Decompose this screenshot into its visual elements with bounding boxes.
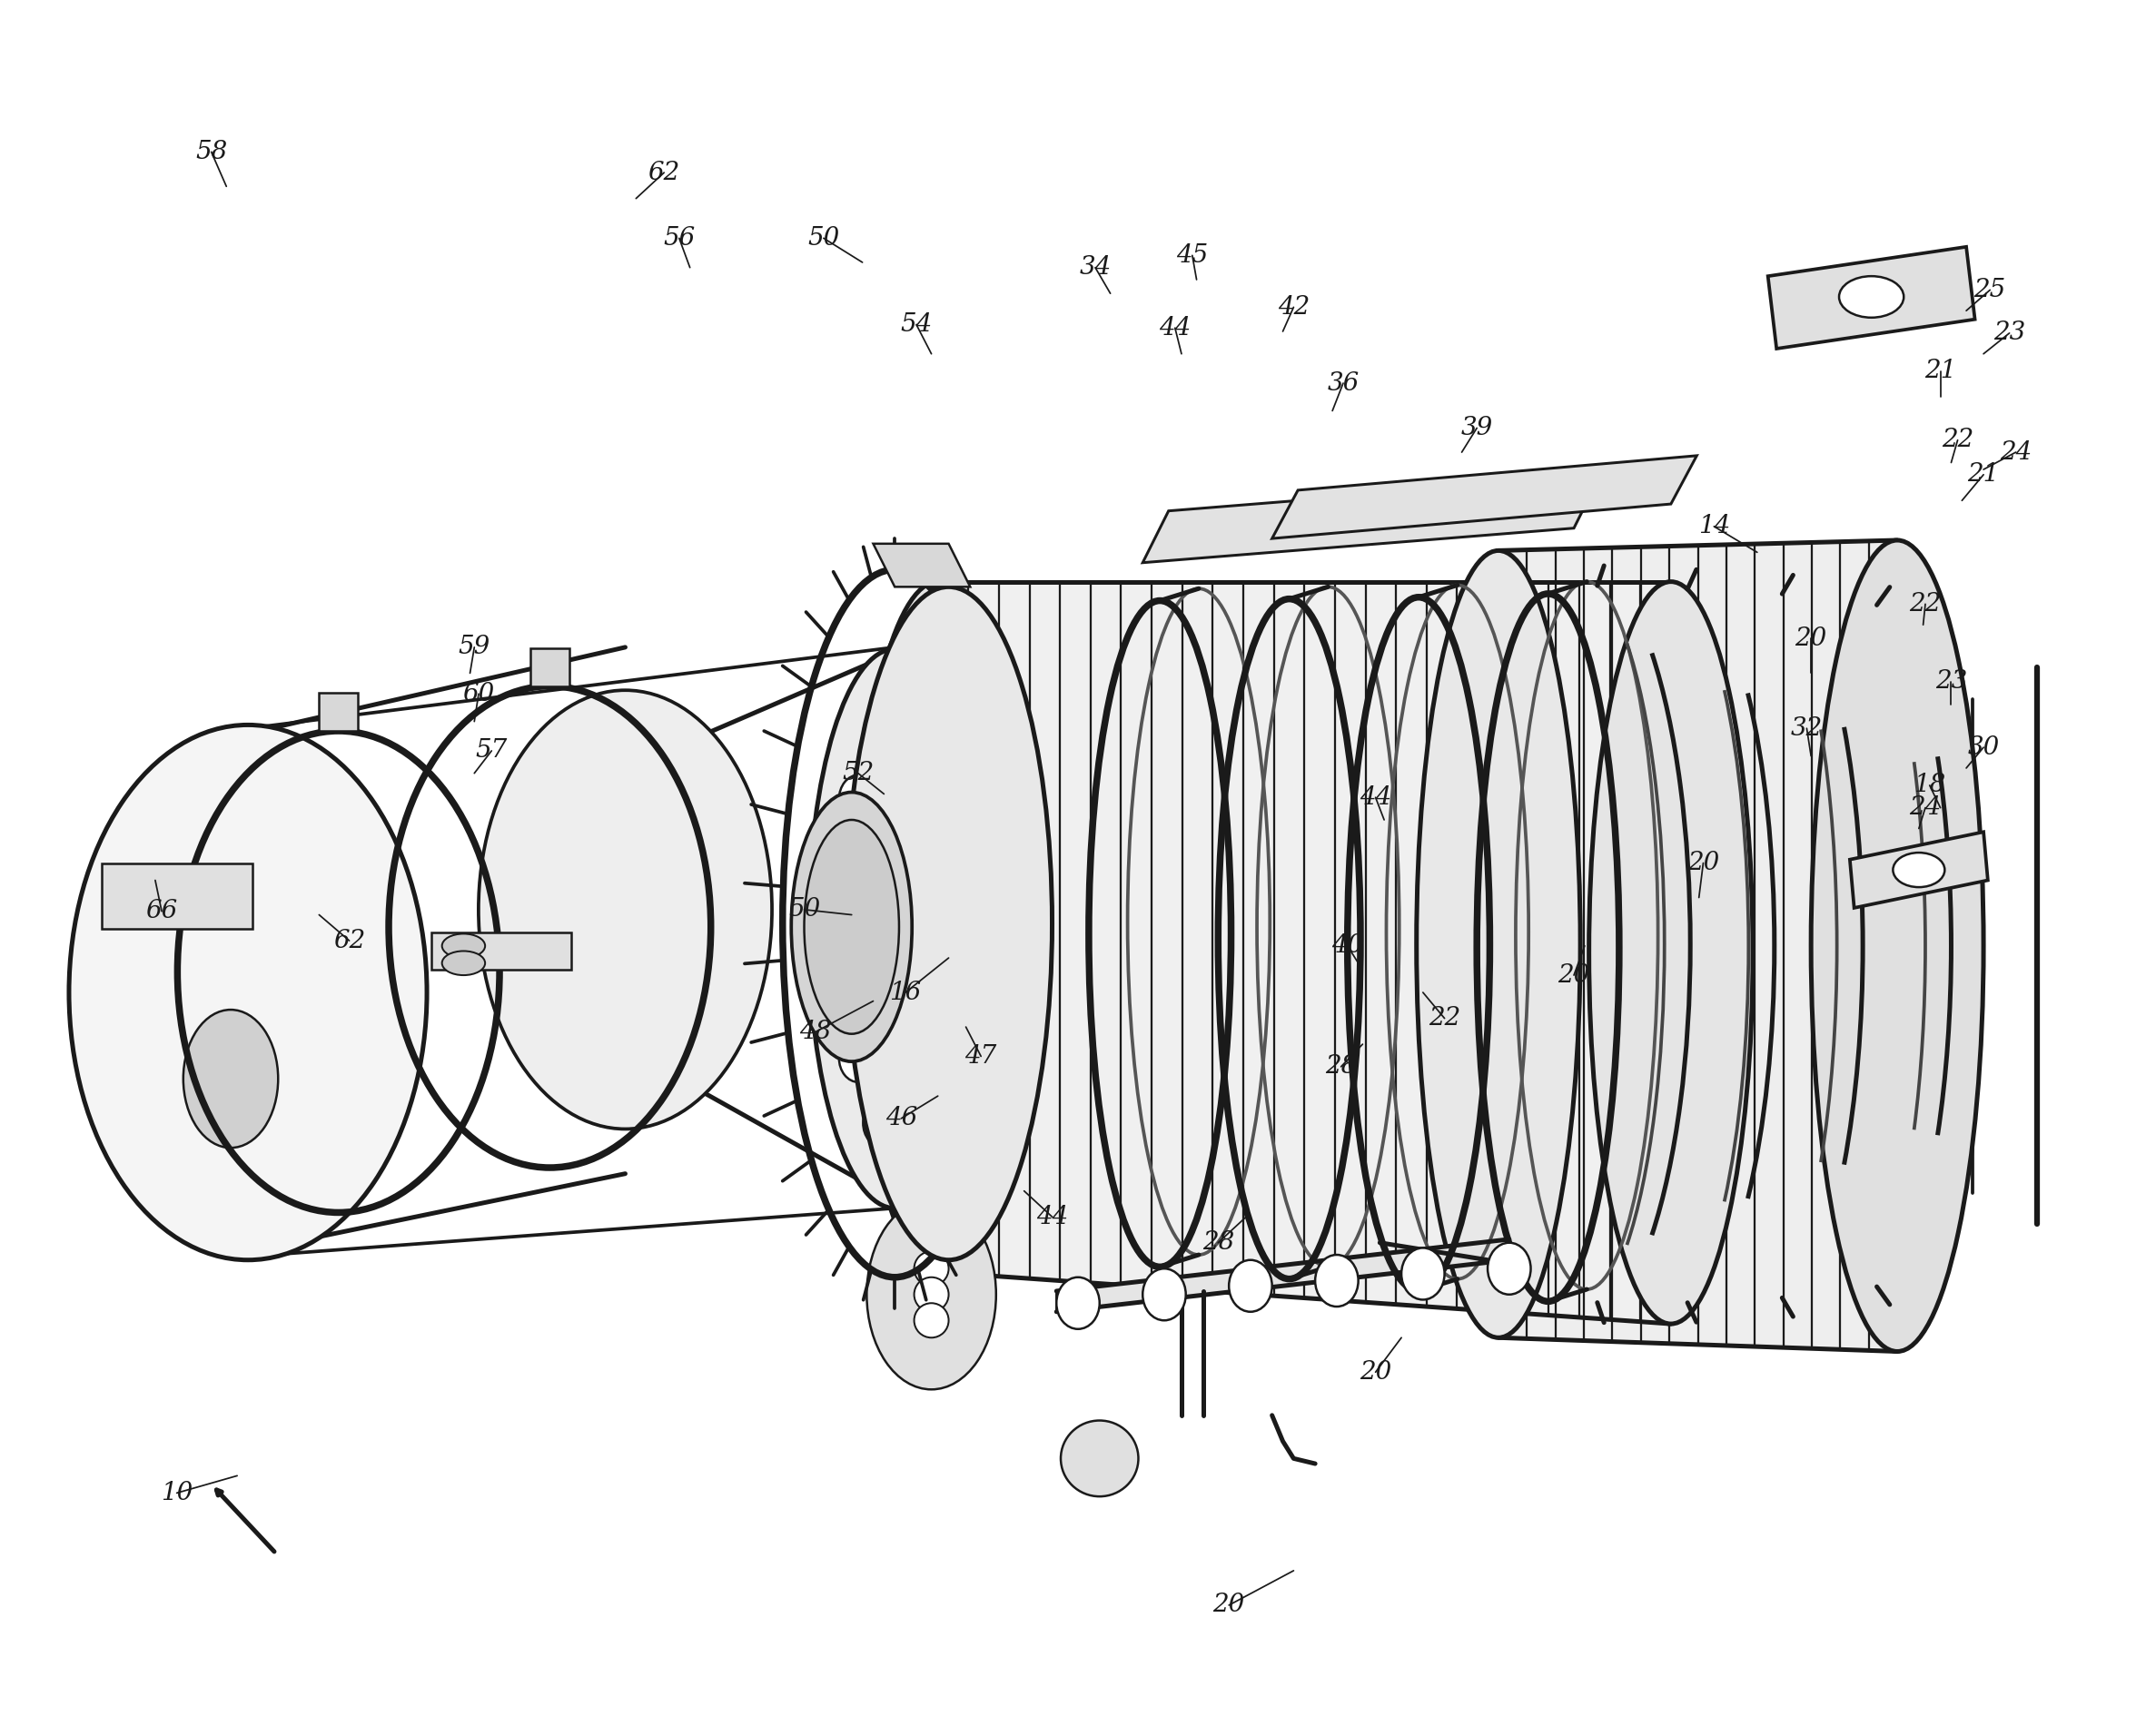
Text: 25: 25	[1975, 278, 2005, 302]
Ellipse shape	[1401, 1248, 1445, 1300]
Text: 22: 22	[1429, 1006, 1460, 1030]
Ellipse shape	[442, 951, 485, 975]
Text: 60: 60	[464, 682, 494, 706]
Text: 23: 23	[1994, 321, 2024, 345]
Text: 44: 44	[1037, 1205, 1067, 1229]
Text: 20: 20	[1559, 963, 1589, 987]
Ellipse shape	[1416, 551, 1580, 1338]
Text: 21: 21	[1925, 359, 1955, 383]
Text: 47: 47	[966, 1044, 996, 1068]
Ellipse shape	[69, 725, 427, 1260]
Ellipse shape	[828, 922, 867, 970]
Text: 45: 45	[1177, 243, 1207, 268]
Text: 34: 34	[1080, 255, 1110, 280]
Text: 66: 66	[147, 899, 177, 923]
Text: 50: 50	[808, 226, 839, 250]
Polygon shape	[938, 582, 1671, 1324]
Polygon shape	[101, 863, 252, 929]
Ellipse shape	[914, 1303, 949, 1338]
Text: 21: 21	[1968, 463, 1999, 487]
Text: 20: 20	[1214, 1593, 1244, 1617]
Ellipse shape	[479, 690, 772, 1129]
Text: 44: 44	[1360, 785, 1391, 809]
Text: 14: 14	[1699, 514, 1729, 539]
Ellipse shape	[1229, 1260, 1272, 1312]
Text: 57: 57	[476, 739, 507, 763]
Ellipse shape	[804, 820, 899, 1034]
Polygon shape	[1272, 456, 1697, 539]
Text: 32: 32	[1792, 716, 1822, 740]
Ellipse shape	[1839, 276, 1904, 318]
Ellipse shape	[914, 789, 953, 837]
Text: 48: 48	[800, 1020, 830, 1044]
Text: 56: 56	[664, 226, 694, 250]
Polygon shape	[319, 692, 358, 732]
Ellipse shape	[1811, 540, 1984, 1351]
Ellipse shape	[862, 709, 901, 758]
Text: 20: 20	[1360, 1360, 1391, 1384]
Text: 50: 50	[789, 898, 819, 922]
Polygon shape	[1143, 476, 1600, 563]
Ellipse shape	[183, 1010, 278, 1148]
Text: 40: 40	[1332, 934, 1363, 958]
Text: 20: 20	[1796, 627, 1826, 651]
Ellipse shape	[845, 587, 1052, 1260]
Ellipse shape	[1056, 1277, 1100, 1329]
Text: 54: 54	[901, 312, 931, 337]
Ellipse shape	[1589, 582, 1753, 1324]
Ellipse shape	[893, 1094, 931, 1143]
Text: 30: 30	[1968, 735, 1999, 759]
Text: 23: 23	[1936, 670, 1966, 694]
Ellipse shape	[1061, 1420, 1138, 1496]
Ellipse shape	[1488, 1243, 1531, 1294]
Ellipse shape	[1315, 1255, 1358, 1307]
Ellipse shape	[839, 1034, 877, 1082]
Ellipse shape	[1893, 853, 1945, 887]
Polygon shape	[1056, 1239, 1509, 1312]
Ellipse shape	[923, 904, 962, 953]
Text: 28: 28	[1203, 1231, 1233, 1255]
Ellipse shape	[914, 1251, 949, 1286]
Polygon shape	[1498, 540, 1897, 1351]
Ellipse shape	[867, 1200, 996, 1389]
Text: 22: 22	[1910, 592, 1940, 616]
Text: 16: 16	[890, 980, 921, 1005]
Polygon shape	[1768, 247, 1975, 349]
Text: 28: 28	[1326, 1055, 1356, 1079]
Text: 24: 24	[1910, 796, 1940, 820]
Text: 18: 18	[1915, 773, 1945, 797]
Ellipse shape	[914, 1020, 953, 1068]
Text: 59: 59	[459, 635, 489, 659]
Text: 24: 24	[2001, 440, 2031, 464]
Polygon shape	[1850, 832, 1988, 908]
Text: 10: 10	[162, 1481, 192, 1505]
Text: 42: 42	[1279, 295, 1309, 319]
Text: 22: 22	[1943, 428, 1973, 452]
Text: 62: 62	[649, 161, 679, 185]
Text: 39: 39	[1462, 416, 1492, 440]
Text: 58: 58	[196, 140, 226, 164]
Ellipse shape	[791, 792, 912, 1061]
Polygon shape	[431, 932, 571, 970]
Ellipse shape	[1143, 1269, 1186, 1320]
Ellipse shape	[442, 934, 485, 958]
Polygon shape	[873, 544, 970, 587]
Text: 52: 52	[843, 761, 873, 785]
Text: 36: 36	[1328, 371, 1358, 395]
Ellipse shape	[808, 649, 981, 1208]
Text: 62: 62	[334, 929, 364, 953]
Ellipse shape	[914, 1277, 949, 1312]
Text: 20: 20	[1688, 851, 1718, 875]
Polygon shape	[530, 647, 569, 687]
Ellipse shape	[893, 715, 931, 763]
Text: 44: 44	[1160, 316, 1190, 340]
Ellipse shape	[862, 1099, 901, 1148]
Ellipse shape	[839, 775, 877, 823]
Ellipse shape	[856, 582, 1020, 1272]
Text: 46: 46	[886, 1106, 916, 1131]
